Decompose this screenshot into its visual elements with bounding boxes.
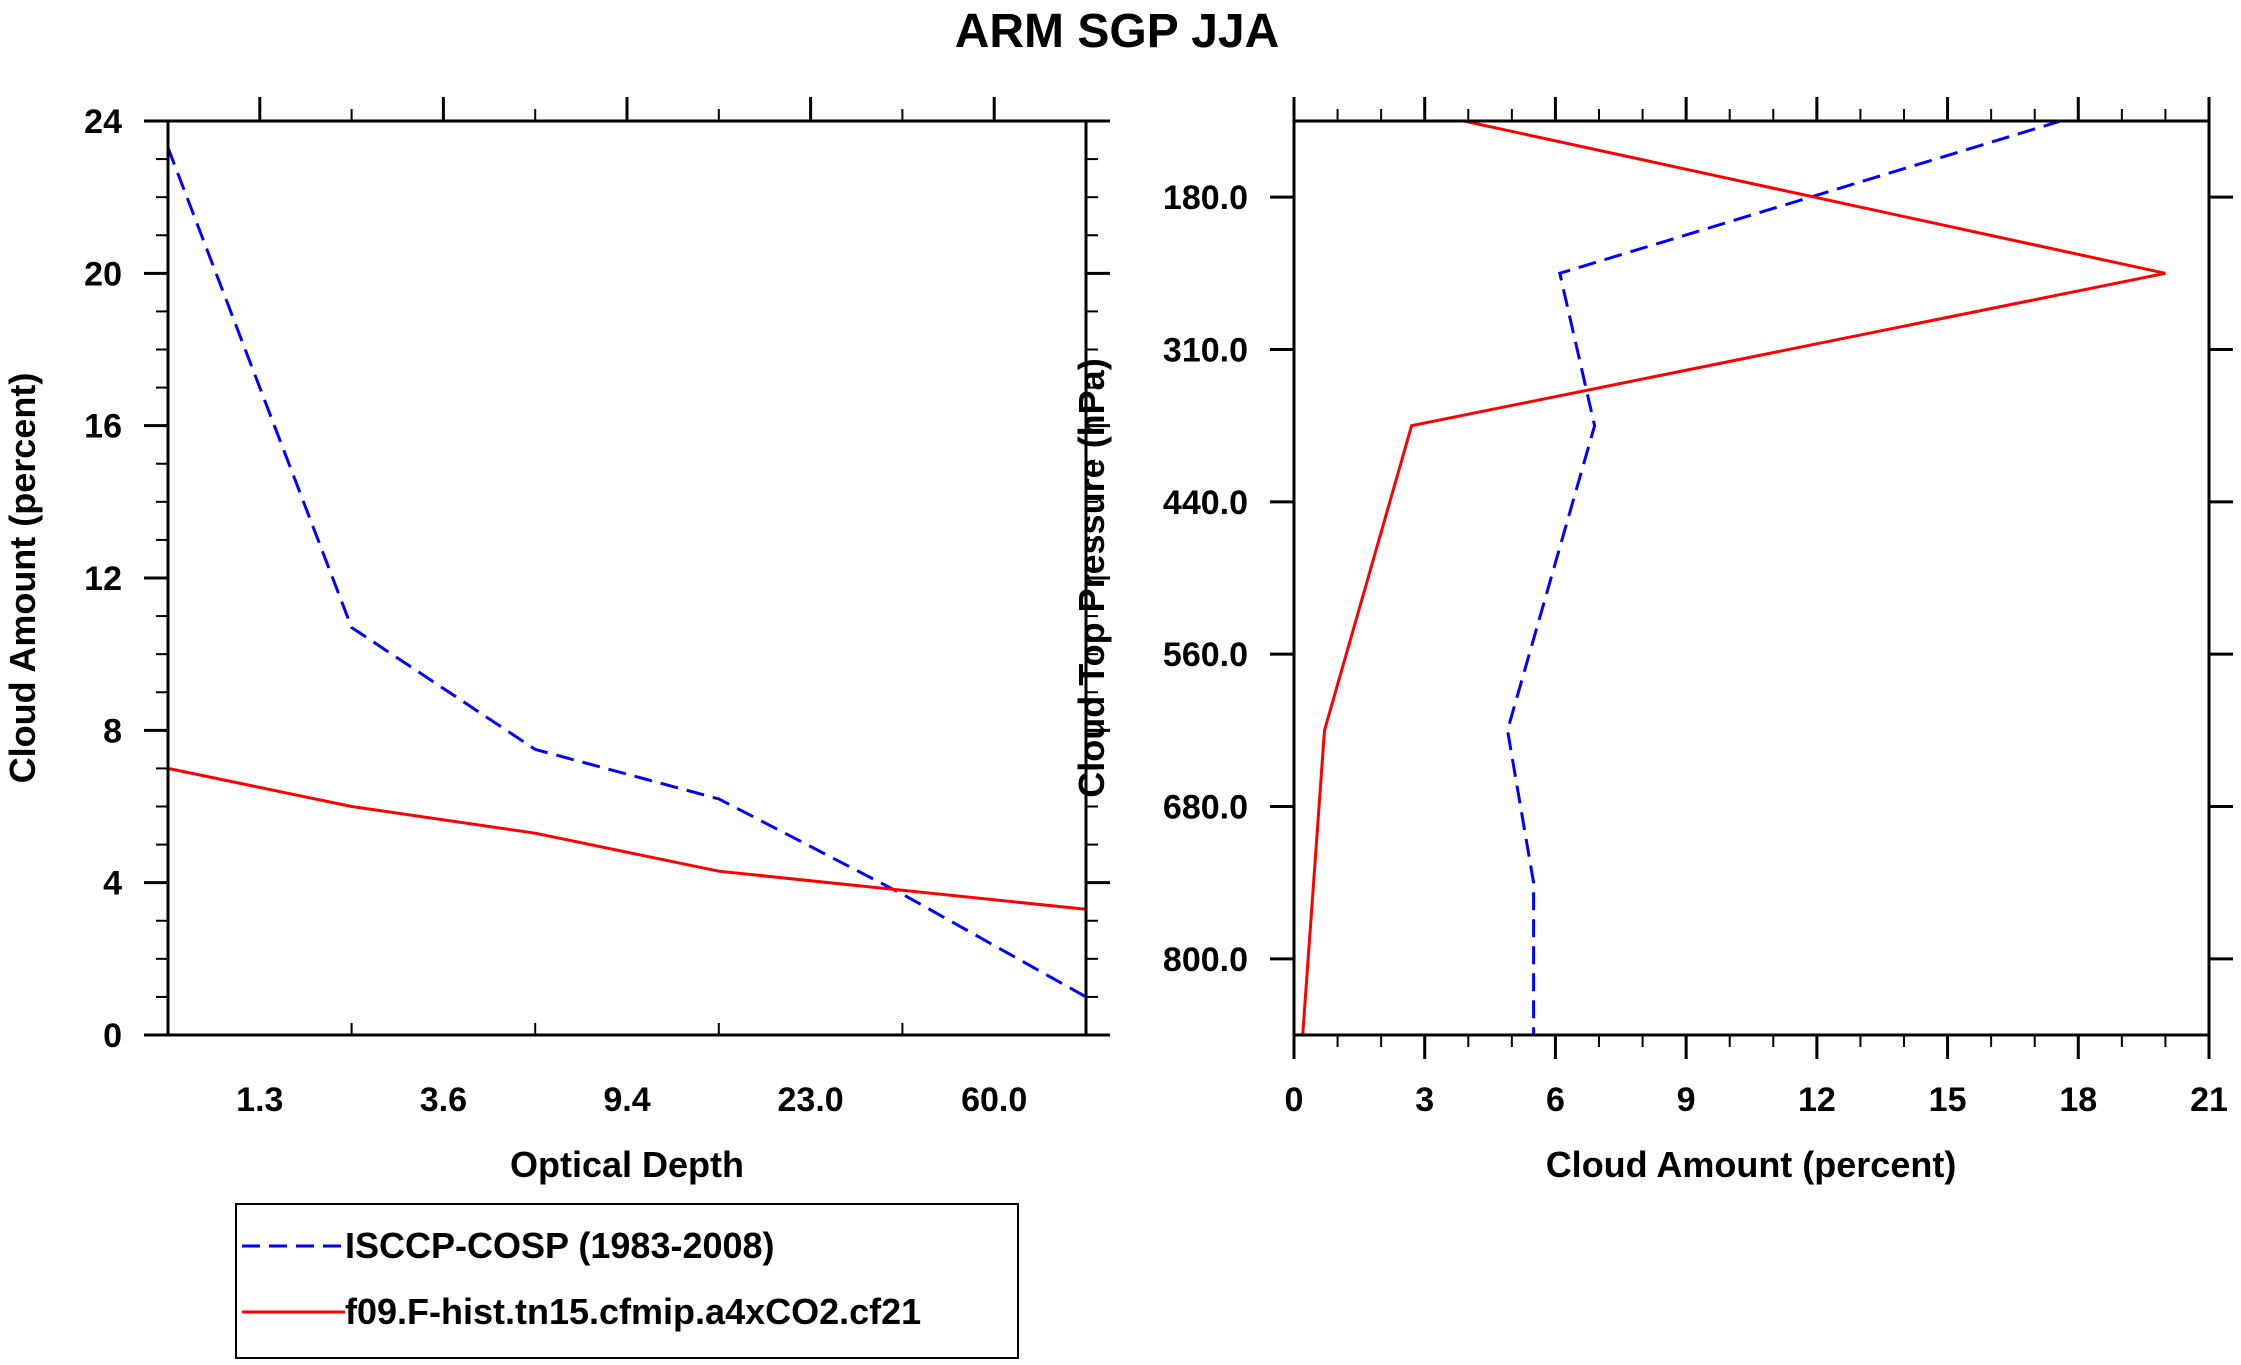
left-x-tick-label: 23.0 xyxy=(778,1081,844,1119)
legend-label-isccp: ISCCP-COSP (1983-2008) xyxy=(345,1225,775,1266)
right-y-tick-label: 310.0 xyxy=(1163,332,1248,370)
right-panel: 0 3 6 9 12 15 18 21 180.0 310.0 440.0 560.0 680.0 80… xyxy=(1071,97,2233,1185)
left-axis-ticks xyxy=(144,97,1110,1037)
left-x-tick-labels: 1.3 3.6 9.4 23.0 60.0 xyxy=(236,1081,1027,1119)
right-x-tick-label: 3 xyxy=(1415,1081,1434,1119)
right-x-tick-label: 15 xyxy=(1929,1081,1967,1119)
left-y-axis-label: Cloud Amount (percent) xyxy=(2,373,43,784)
left-x-tick-label: 3.6 xyxy=(420,1081,467,1119)
left-y-tick-label: 4 xyxy=(103,865,122,903)
right-y-axis-label: Cloud Top Pressure (hPa) xyxy=(1071,358,1112,797)
left-series-group xyxy=(166,147,1087,999)
right-x-tick-label: 0 xyxy=(1285,1081,1304,1119)
left-x-axis-label: Optical Depth xyxy=(510,1144,744,1185)
left-plot-frame xyxy=(166,119,1088,1037)
right-x-axis-label: Cloud Amount (percent) xyxy=(1546,1144,1957,1185)
right-y-tick-label: 680.0 xyxy=(1163,789,1248,827)
left-y-tick-label: 0 xyxy=(103,1017,122,1055)
left-y-tick-labels: 0 4 8 12 16 20 24 xyxy=(84,103,122,1055)
right-x-tick-label: 18 xyxy=(2059,1081,2097,1119)
left-y-tick-label: 16 xyxy=(84,408,122,446)
left-y-tick-label: 8 xyxy=(103,712,122,750)
legend: ISCCP-COSP (1983-2008) f09.F-hist.tn15.c… xyxy=(235,1203,1019,1359)
left-series-isccp xyxy=(166,147,1087,999)
right-x-tick-label: 9 xyxy=(1677,1081,1696,1119)
right-series-group xyxy=(1301,119,2166,1036)
right-x-tick-label: 6 xyxy=(1546,1081,1565,1119)
left-y-tick-label: 12 xyxy=(84,560,122,598)
right-x-tick-labels: 0 3 6 9 12 15 18 21 xyxy=(1285,1081,2228,1119)
right-series-isccp xyxy=(1505,119,2062,1035)
figure-title: ARM SGP JJA xyxy=(955,5,1280,58)
right-y-tick-label: 180.0 xyxy=(1163,179,1248,217)
right-y-tick-label: 440.0 xyxy=(1163,484,1248,522)
legend-box xyxy=(235,1203,1019,1359)
right-x-tick-label: 12 xyxy=(1798,1081,1836,1119)
legend-label-model: f09.F-hist.tn15.cfmip.a4xCO2.cf21 xyxy=(345,1291,921,1332)
right-y-tick-label: 800.0 xyxy=(1163,941,1248,979)
left-series-model xyxy=(167,766,1087,911)
left-x-tick-label: 1.3 xyxy=(236,1081,283,1119)
right-y-tick-label: 560.0 xyxy=(1163,636,1248,674)
right-series-model xyxy=(1301,119,2166,1036)
right-axis-ticks xyxy=(1270,97,2233,1059)
left-y-tick-label: 24 xyxy=(84,103,122,141)
right-y-tick-labels: 180.0 310.0 440.0 560.0 680.0 800.0 xyxy=(1163,179,1248,979)
left-y-tick-label: 20 xyxy=(84,255,122,293)
right-x-tick-label: 21 xyxy=(2190,1081,2228,1119)
right-plot-frame xyxy=(1292,119,2211,1037)
left-panel: 1.3 3.6 9.4 23.0 60.0 0 4 8 12 16 20 24 Optical De… xyxy=(2,97,1110,1185)
left-x-tick-label: 60.0 xyxy=(961,1081,1027,1119)
left-x-tick-label: 9.4 xyxy=(603,1081,650,1119)
